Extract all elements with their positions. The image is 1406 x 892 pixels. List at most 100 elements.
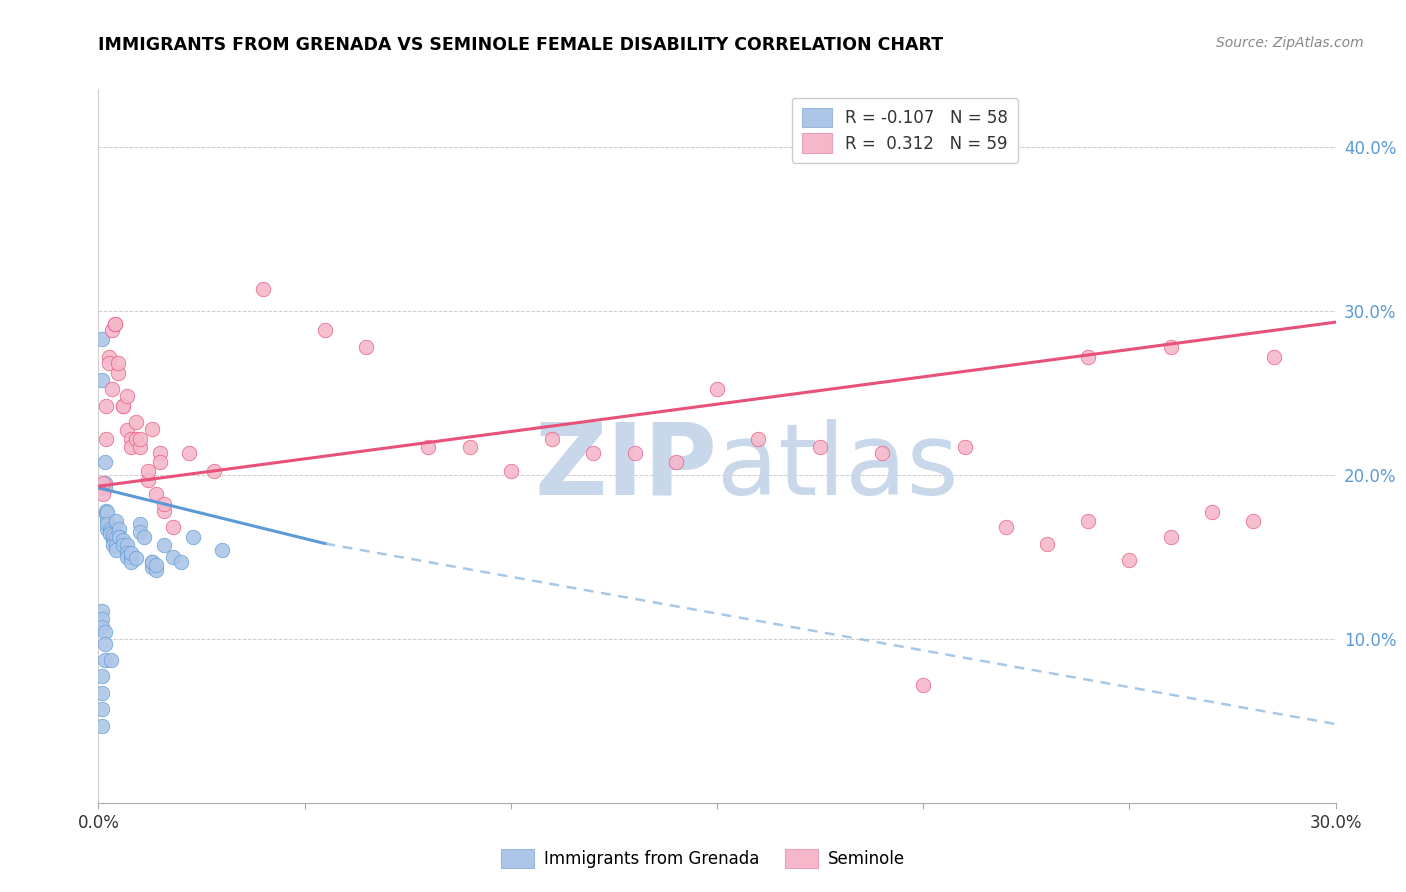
Point — [314, 323, 336, 337]
Point — [101, 533, 124, 548]
Point — [953, 440, 976, 454]
Point — [107, 366, 129, 380]
Point — [100, 653, 122, 667]
Point — [211, 543, 233, 558]
Point — [141, 555, 163, 569]
Point — [128, 440, 150, 454]
Legend: Immigrants from Grenada, Seminole: Immigrants from Grenada, Seminole — [495, 842, 911, 875]
Point — [97, 356, 120, 370]
Point — [128, 525, 150, 540]
Point — [101, 538, 124, 552]
Point — [153, 497, 176, 511]
Point — [96, 514, 118, 528]
Point — [90, 620, 112, 634]
Point — [100, 383, 122, 397]
Point — [162, 549, 184, 564]
Point — [706, 383, 728, 397]
Point — [141, 555, 163, 569]
Point — [418, 440, 440, 454]
Point — [870, 446, 893, 460]
Point — [181, 530, 204, 544]
Point — [108, 530, 131, 544]
Point — [1263, 350, 1285, 364]
Point — [120, 432, 142, 446]
Text: atlas: atlas — [717, 419, 959, 516]
Point — [90, 719, 112, 733]
Point — [458, 440, 481, 454]
Point — [90, 612, 112, 626]
Point — [112, 538, 135, 552]
Point — [107, 356, 129, 370]
Point — [1077, 514, 1099, 528]
Point — [252, 282, 274, 296]
Point — [94, 399, 117, 413]
Point — [153, 538, 176, 552]
Point — [1201, 505, 1223, 519]
Point — [93, 481, 115, 495]
Point — [1241, 514, 1264, 528]
Point — [1160, 530, 1182, 544]
Text: Source: ZipAtlas.com: Source: ZipAtlas.com — [1216, 36, 1364, 50]
Point — [808, 440, 831, 454]
Point — [499, 465, 522, 479]
Point — [128, 516, 150, 531]
Point — [153, 504, 176, 518]
Point — [112, 399, 135, 413]
Point — [90, 702, 112, 716]
Legend: R = -0.107   N = 58, R =  0.312   N = 59: R = -0.107 N = 58, R = 0.312 N = 59 — [792, 97, 1018, 162]
Point — [117, 389, 139, 403]
Point — [93, 637, 115, 651]
Point — [1077, 350, 1099, 364]
Point — [120, 546, 142, 560]
Point — [124, 551, 146, 566]
Point — [117, 424, 139, 438]
Point — [94, 507, 117, 521]
Point — [108, 522, 131, 536]
Text: IMMIGRANTS FROM GRENADA VS SEMINOLE FEMALE DISABILITY CORRELATION CHART: IMMIGRANTS FROM GRENADA VS SEMINOLE FEMA… — [98, 36, 943, 54]
Point — [356, 340, 378, 354]
Point — [747, 432, 769, 446]
Point — [145, 558, 167, 572]
Point — [117, 549, 139, 564]
Point — [104, 543, 127, 558]
Point — [98, 525, 121, 540]
Point — [96, 516, 118, 531]
Point — [623, 446, 645, 460]
Point — [112, 399, 135, 413]
Point — [96, 522, 118, 536]
Point — [101, 528, 124, 542]
Point — [101, 530, 124, 544]
Point — [1036, 536, 1059, 550]
Point — [120, 440, 142, 454]
Point — [97, 350, 120, 364]
Point — [91, 475, 114, 490]
Point — [128, 432, 150, 446]
Point — [582, 446, 605, 460]
Point — [149, 446, 172, 460]
Point — [136, 473, 159, 487]
Point — [93, 653, 115, 667]
Point — [91, 487, 114, 501]
Point — [90, 373, 112, 387]
Point — [90, 604, 112, 618]
Point — [104, 317, 127, 331]
Point — [202, 465, 225, 479]
Point — [1160, 340, 1182, 354]
Point — [120, 555, 142, 569]
Point — [104, 317, 127, 331]
Point — [124, 432, 146, 446]
Point — [96, 505, 118, 519]
Point — [665, 454, 688, 468]
Point — [132, 530, 155, 544]
Point — [108, 530, 131, 544]
Point — [94, 432, 117, 446]
Point — [100, 323, 122, 337]
Point — [90, 686, 112, 700]
Point — [93, 454, 115, 468]
Point — [136, 465, 159, 479]
Point — [94, 504, 117, 518]
Point — [104, 514, 127, 528]
Point — [179, 446, 201, 460]
Point — [104, 530, 127, 544]
Point — [90, 332, 112, 346]
